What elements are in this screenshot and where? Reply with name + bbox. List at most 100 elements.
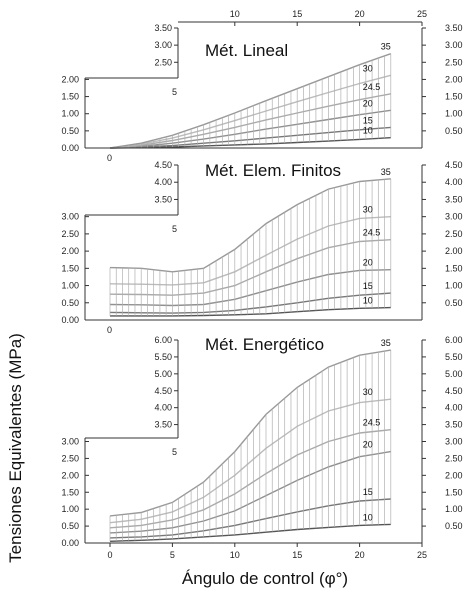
right-tick-label: 2.00 bbox=[445, 246, 463, 256]
right-tick-label: 1.00 bbox=[445, 504, 463, 514]
step-mark-label: 5 bbox=[172, 87, 177, 97]
series-label-10: 10 bbox=[363, 512, 373, 522]
right-tick-label: 3.00 bbox=[445, 212, 463, 222]
series-line-15 bbox=[109, 126, 391, 149]
series-label-35: 35 bbox=[381, 167, 391, 177]
left-tick-label: 6.00 bbox=[154, 335, 172, 345]
frame-layer: 10 15 20 250 5 10 15 20 25 bbox=[107, 9, 427, 560]
series-line-30 bbox=[109, 216, 391, 286]
left-tick-label: 2.50 bbox=[61, 229, 79, 239]
right-tick-label: 4.00 bbox=[445, 403, 463, 413]
left-tick-label: 4.00 bbox=[154, 403, 172, 413]
series-label-24.5: 24.5 bbox=[363, 228, 381, 238]
series-label-30: 30 bbox=[363, 205, 373, 215]
panel-3: 10 15 20 24.5 30 35 Mét. Energético 6.00 5.50 5.0… bbox=[61, 335, 462, 548]
panel-title: Mét. Elem. Finitos bbox=[205, 161, 341, 180]
left-tick-label: 4.50 bbox=[154, 386, 172, 396]
left-tick-label: 1.50 bbox=[61, 92, 79, 102]
zero-tick-label: 0 bbox=[107, 325, 112, 335]
left-tick-label: 3.00 bbox=[61, 437, 79, 447]
top-tick-label: 25 bbox=[417, 9, 427, 19]
bottom-tick-label: 10 bbox=[230, 550, 240, 560]
right-tick-label: 3.50 bbox=[445, 194, 463, 204]
left-tick-label: 2.00 bbox=[61, 246, 79, 256]
y-axis-label: Tensiones Equivalentes (MPa) bbox=[6, 333, 25, 563]
right-tick-label: 0.50 bbox=[445, 521, 463, 531]
series-line-10 bbox=[110, 306, 391, 317]
series-line-20 bbox=[109, 450, 391, 534]
left-tick-label: 4.00 bbox=[154, 177, 172, 187]
panel-title: Mét. Energético bbox=[205, 335, 324, 354]
bottom-tick-label: 5 bbox=[170, 550, 175, 560]
series-label-15: 15 bbox=[363, 115, 373, 125]
series-label-20: 20 bbox=[363, 258, 373, 268]
left-tick-label: 3.50 bbox=[154, 420, 172, 430]
step-mark-label: 5 bbox=[172, 224, 177, 234]
right-tick-label: 2.00 bbox=[445, 74, 463, 84]
right-tick-label: 5.00 bbox=[445, 369, 463, 379]
right-tick-label: 2.50 bbox=[445, 57, 463, 67]
series-label-20: 20 bbox=[363, 98, 373, 108]
series-label-24.5: 24.5 bbox=[363, 82, 381, 92]
series-label-35: 35 bbox=[381, 42, 391, 52]
left-tick-label: 3.50 bbox=[154, 194, 172, 204]
series-line-24.5 bbox=[109, 239, 391, 296]
right-tick-label: 4.50 bbox=[445, 160, 463, 170]
left-tick-label: 0.50 bbox=[61, 521, 79, 531]
left-tick-label: 4.50 bbox=[154, 160, 172, 170]
bottom-tick-label: 20 bbox=[355, 550, 365, 560]
left-tick-label: 2.00 bbox=[61, 470, 79, 480]
right-tick-label: 3.50 bbox=[445, 23, 463, 33]
series-line-15 bbox=[109, 292, 391, 314]
right-tick-label: 1.00 bbox=[445, 109, 463, 119]
right-tick-label: 1.50 bbox=[445, 92, 463, 102]
step-mark-label: 5 bbox=[172, 447, 177, 457]
right-tick-label: 1.50 bbox=[445, 263, 463, 273]
series-line-20 bbox=[109, 109, 391, 149]
right-tick-label: 0.50 bbox=[445, 298, 463, 308]
x-axis-label: Ángulo de control (φ°) bbox=[182, 569, 348, 588]
series-line-30 bbox=[109, 74, 391, 149]
series-label-30: 30 bbox=[363, 387, 373, 397]
left-tick-label: 2.50 bbox=[154, 57, 172, 67]
right-tick-label: 5.50 bbox=[445, 352, 463, 362]
right-tick-label: 3.00 bbox=[445, 437, 463, 447]
left-tick-label: 1.50 bbox=[61, 263, 79, 273]
left-tick-label: 1.00 bbox=[61, 109, 79, 119]
right-tick-label: 0.50 bbox=[445, 126, 463, 136]
right-tick-label: 2.50 bbox=[445, 453, 463, 463]
left-tick-label: 0.50 bbox=[61, 298, 79, 308]
series-line-24.5 bbox=[109, 429, 391, 529]
top-tick-label: 10 bbox=[230, 9, 240, 19]
series-line-35 bbox=[109, 349, 391, 517]
left-tick-label: 0.50 bbox=[61, 126, 79, 136]
left-tick-label: 3.50 bbox=[154, 23, 172, 33]
left-tick-label: 2.50 bbox=[61, 453, 79, 463]
series-label-10: 10 bbox=[363, 296, 373, 306]
left-tick-label: 3.00 bbox=[61, 212, 79, 222]
left-tick-label: 5.50 bbox=[154, 352, 172, 362]
right-tick-label: 6.00 bbox=[445, 335, 463, 345]
series-line-20 bbox=[109, 269, 391, 307]
right-tick-label: 2.50 bbox=[445, 229, 463, 239]
series-label-24.5: 24.5 bbox=[363, 418, 381, 428]
series-line-35 bbox=[109, 178, 391, 273]
series-label-30: 30 bbox=[363, 63, 373, 73]
series-label-20: 20 bbox=[363, 440, 373, 450]
bottom-tick-label: 0 bbox=[107, 550, 112, 560]
right-tick-label: 1.50 bbox=[445, 487, 463, 497]
left-tick-label: 3.00 bbox=[154, 40, 172, 50]
series-line-30 bbox=[109, 398, 391, 524]
bottom-tick-label: 15 bbox=[292, 550, 302, 560]
left-tick-label: 1.00 bbox=[61, 281, 79, 291]
series-label-35: 35 bbox=[381, 338, 391, 348]
left-tick-label: 2.00 bbox=[61, 74, 79, 84]
series-line-10 bbox=[109, 137, 391, 149]
series-line-24.5 bbox=[109, 93, 391, 149]
zero-tick-label: 0 bbox=[107, 153, 112, 163]
top-tick-label: 15 bbox=[292, 9, 302, 19]
left-tick-label: 0.00 bbox=[61, 143, 79, 153]
left-tick-label: 1.50 bbox=[61, 487, 79, 497]
